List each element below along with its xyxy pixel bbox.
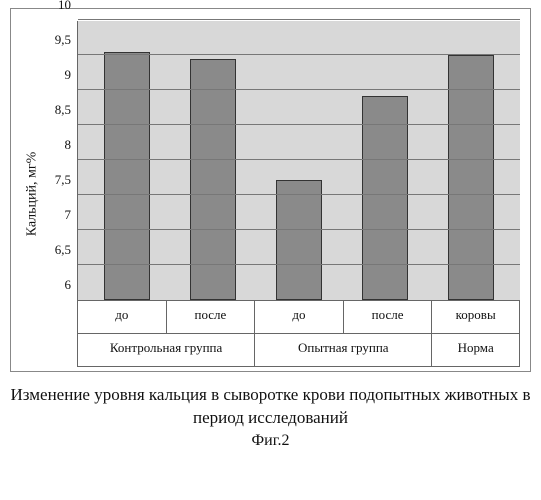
ylabel-column: Кальций, мг% [21,21,43,367]
y-tick-label: 10 [58,0,71,13]
bar [276,180,322,300]
y-tick-label: 7,5 [55,172,71,188]
y-tick-label: 9,5 [55,32,71,48]
y-tick-label: 8,5 [55,102,71,118]
y-tick-label: 9 [65,67,72,83]
plot-area [77,21,520,301]
category-sub-label: коровы [431,301,520,334]
figure-caption: Изменение уровня кальция в сыворотке кро… [10,384,531,430]
category-sub-row: допоследопослекоровы [77,301,520,334]
grid-line [78,264,520,265]
category-sub-label: до [77,301,166,334]
grid-line [78,19,520,20]
grid-line [78,54,520,55]
bars-container [78,21,520,300]
figure: Кальций, мг% 66,577,588,599,510 допослед… [0,0,541,456]
y-ticks-column: 66,577,588,599,510 [43,21,77,301]
category-group-label: Норма [431,334,520,367]
grid-line [78,124,520,125]
category-sub-label: после [166,301,255,334]
y-tick-label: 6 [65,277,72,293]
figure-number: Фиг.2 [10,432,531,450]
chart-box: Кальций, мг% 66,577,588,599,510 допослед… [10,8,531,372]
category-group-label: Контрольная группа [77,334,254,367]
y-tick-label: 8 [65,137,72,153]
category-sub-label: после [343,301,432,334]
category-group-label: Опытная группа [254,334,431,367]
chart-row: Кальций, мг% 66,577,588,599,510 допослед… [21,21,520,367]
plot-column: допоследопослекоровы Контрольная группаО… [77,21,520,367]
grid-line [78,194,520,195]
category-group-row: Контрольная группаОпытная группаНорма [77,334,520,367]
category-sub-label: до [254,301,343,334]
y-tick-label: 6,5 [55,242,71,258]
bar [362,96,408,300]
y-axis-label: Кальций, мг% [24,152,40,237]
grid-line [78,159,520,160]
grid-line [78,89,520,90]
grid-line [78,229,520,230]
y-tick-label: 7 [65,207,72,223]
